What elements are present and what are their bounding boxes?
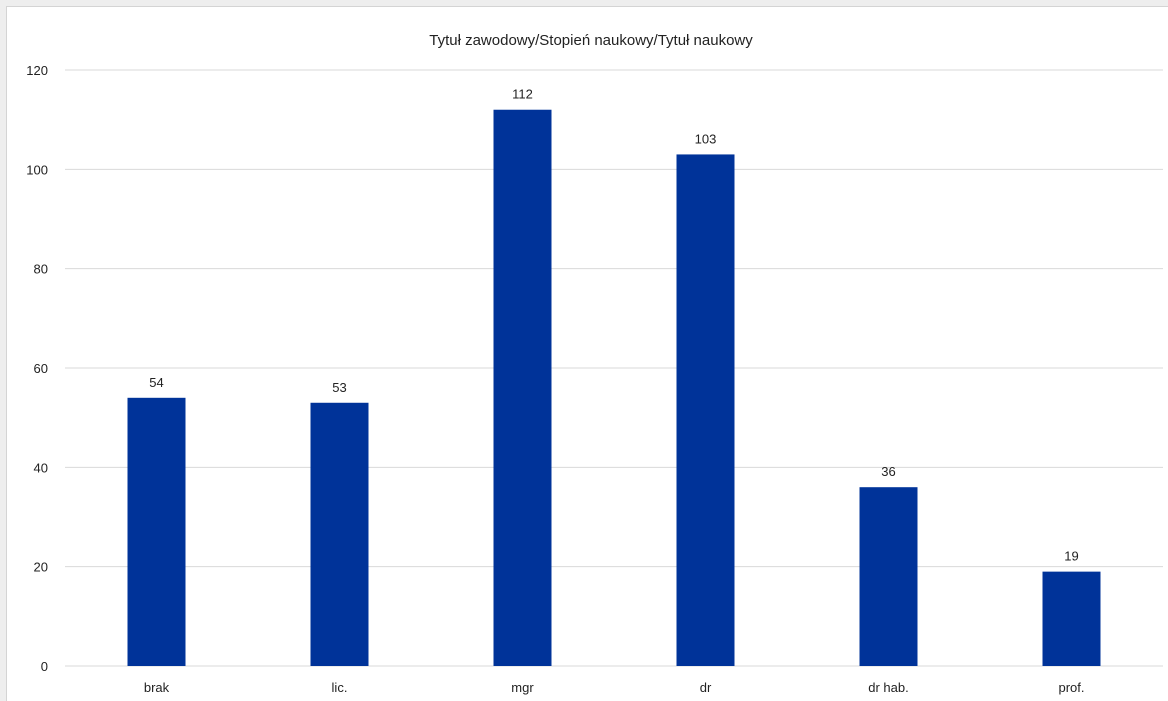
chart-title: Tytuł zawodowy/Stopień naukowy/Tytuł nau… [429, 32, 753, 49]
bar-prof [1042, 571, 1101, 666]
y-tick-label-60: 60 [34, 361, 48, 376]
chart-frame [6, 6, 1168, 701]
data-label-5: 19 [1064, 549, 1078, 564]
gridlines [65, 69, 1163, 667]
x-tick-label-1: lic. [332, 680, 348, 695]
x-tick-label-2: mgr [511, 680, 534, 695]
bar-brak [127, 397, 186, 666]
bar-lic [310, 402, 369, 666]
data-label-3: 103 [695, 131, 717, 146]
bars [127, 109, 1101, 666]
data-labels: 54 53 112 103 36 19 [149, 87, 1078, 564]
y-tick-label-20: 20 [34, 560, 48, 575]
y-axis-tick-labels: 0 20 40 60 80 100 120 [26, 63, 48, 674]
y-tick-label-40: 40 [34, 460, 48, 475]
data-label-1: 53 [332, 380, 346, 395]
y-tick-label-120: 120 [26, 63, 48, 78]
y-tick-label-0: 0 [41, 659, 48, 674]
x-axis-tick-labels: brak lic. mgr dr dr hab. prof. [144, 680, 1085, 695]
x-tick-label-4: dr hab. [868, 680, 908, 695]
data-label-0: 54 [149, 375, 163, 390]
x-tick-label-5: prof. [1058, 680, 1084, 695]
y-tick-label-100: 100 [26, 162, 48, 177]
bar-dr-hab [859, 487, 918, 666]
data-label-4: 36 [881, 464, 895, 479]
x-tick-label-3: dr [700, 680, 712, 695]
bar-dr [676, 154, 735, 666]
y-tick-label-80: 80 [34, 262, 48, 277]
x-tick-label-0: brak [144, 680, 170, 695]
bar-mgr [493, 109, 552, 666]
data-label-2: 112 [512, 87, 533, 102]
